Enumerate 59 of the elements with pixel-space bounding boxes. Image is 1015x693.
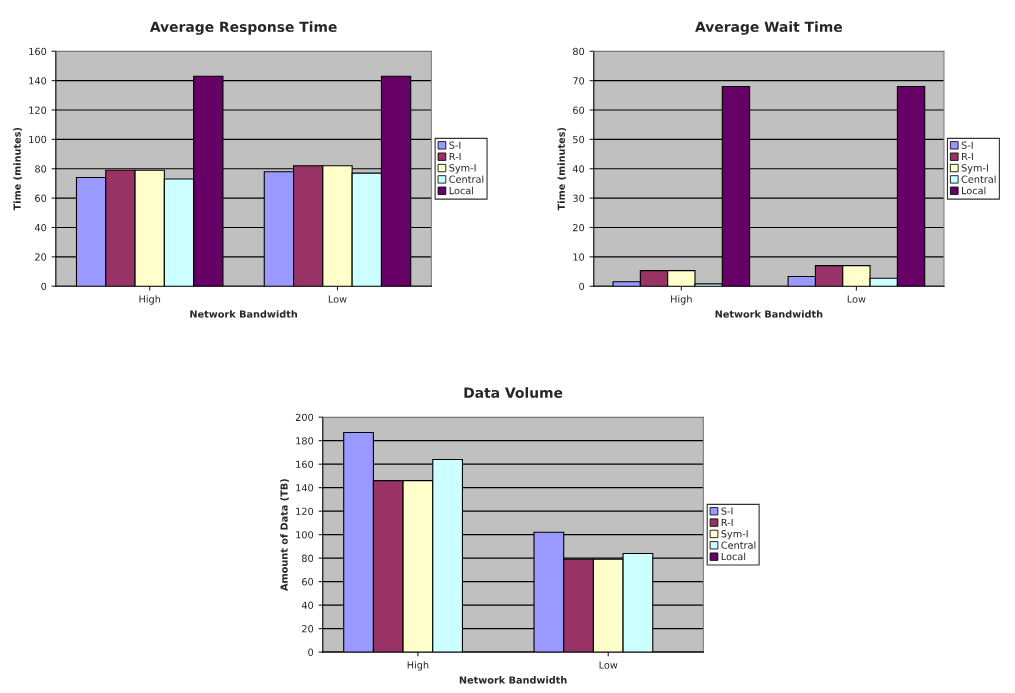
y-tick-label: 120 bbox=[296, 507, 314, 515]
chart-title: Data Volume bbox=[464, 387, 563, 398]
chart-title: Average Wait Time bbox=[695, 21, 843, 35]
legend-label: Sym-I bbox=[721, 530, 748, 540]
y-tick-label: 0 bbox=[41, 282, 47, 291]
y-tick-label: 60 bbox=[302, 578, 314, 586]
x-tick-label: High bbox=[139, 295, 161, 305]
y-tick-label: 160 bbox=[296, 460, 314, 468]
y-tick-label: 120 bbox=[29, 106, 47, 114]
legend-label: R-I bbox=[449, 152, 461, 161]
x-tick-label: High bbox=[671, 295, 692, 305]
y-axis-title: Amount of Data (TB) bbox=[280, 479, 289, 591]
x-axis-title: Network Bandwidth bbox=[190, 310, 298, 318]
y-axis-title: Time (minutes) bbox=[557, 127, 567, 211]
y-tick-label: 20 bbox=[302, 625, 314, 633]
legend-label: R-I bbox=[962, 152, 973, 161]
y-tick-label: 10 bbox=[573, 253, 585, 261]
x-tick-label: Low bbox=[847, 295, 866, 303]
y-tick-label: 60 bbox=[573, 106, 585, 114]
y-tick-label: 160 bbox=[29, 47, 47, 56]
y-tick-label: 80 bbox=[35, 165, 47, 173]
y-tick-label: 140 bbox=[296, 484, 314, 492]
y-tick-label: 0 bbox=[579, 282, 585, 291]
y-tick-label: 80 bbox=[302, 554, 314, 562]
y-axis-title: Time (minutes) bbox=[13, 127, 22, 211]
y-tick-label: 40 bbox=[301, 601, 314, 609]
legend-label: Central bbox=[721, 541, 756, 549]
legend-label: Local bbox=[449, 186, 474, 195]
x-tick-label: Low bbox=[328, 295, 347, 303]
y-tick-label: 100 bbox=[29, 135, 47, 144]
y-tick-label: 40 bbox=[572, 165, 585, 173]
chart-title: Average Response Time bbox=[149, 21, 337, 35]
y-tick-label: 50 bbox=[573, 135, 585, 144]
x-axis-title: Network Bandwidth bbox=[715, 310, 823, 318]
legend-label: S-I bbox=[961, 141, 973, 149]
y-tick-label: 200 bbox=[295, 413, 314, 422]
legend-label: R-I bbox=[721, 518, 733, 526]
y-tick-label: 30 bbox=[573, 194, 585, 202]
y-tick-label: 40 bbox=[34, 223, 47, 232]
y-tick-label: 60 bbox=[35, 194, 47, 202]
legend-label: Local bbox=[962, 186, 986, 195]
x-axis-title: Network Bandwidth bbox=[459, 676, 567, 684]
legend-label: Sym-I bbox=[449, 164, 476, 174]
y-tick-label: 70 bbox=[573, 77, 585, 85]
legend-label: Central bbox=[961, 175, 996, 183]
y-tick-label: 100 bbox=[296, 531, 314, 539]
legend-label: S-I bbox=[449, 141, 461, 149]
y-tick-label: 20 bbox=[35, 253, 47, 261]
x-tick-label: Low bbox=[599, 661, 618, 669]
y-tick-label: 0 bbox=[308, 648, 314, 656]
y-tick-label: 180 bbox=[296, 437, 314, 445]
legend-label: Central bbox=[449, 175, 484, 183]
y-tick-label: 80 bbox=[573, 47, 585, 56]
y-tick-label: 20 bbox=[573, 223, 585, 232]
legend-label: Sym-I bbox=[961, 164, 988, 174]
legend-label: Local bbox=[721, 552, 746, 561]
x-tick-label: High bbox=[407, 661, 429, 671]
y-tick-label: 140 bbox=[29, 77, 47, 85]
legend-label: S-I bbox=[721, 507, 733, 515]
